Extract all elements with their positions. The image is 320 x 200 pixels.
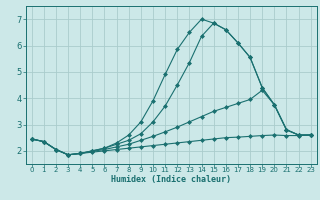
X-axis label: Humidex (Indice chaleur): Humidex (Indice chaleur) xyxy=(111,175,231,184)
